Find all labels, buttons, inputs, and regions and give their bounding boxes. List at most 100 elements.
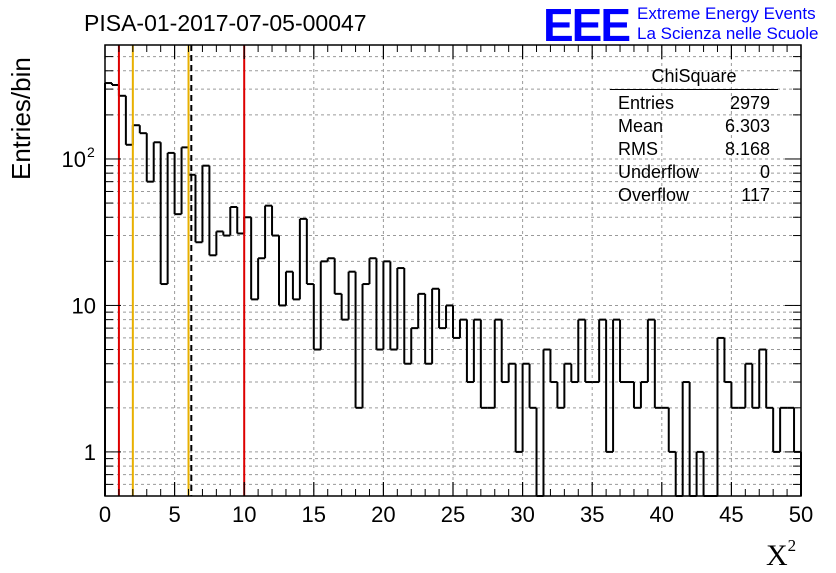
y-tick-label: 10	[62, 147, 86, 172]
histogram-bin	[271, 205, 279, 237]
histogram-bin	[173, 152, 182, 216]
histogram-bin	[521, 362, 530, 452]
histogram-bin	[514, 363, 523, 453]
histogram-bin	[612, 318, 621, 452]
eee-logo: EEE	[543, 0, 631, 51]
x-axis-label-superscript: 2	[787, 536, 797, 555]
x-tick-label: 15	[302, 502, 326, 527]
stats-value: 2979	[729, 93, 770, 113]
histogram-bin	[138, 125, 147, 135]
histogram-bin	[194, 174, 203, 244]
histogram-bin	[180, 146, 189, 215]
stats-row: Mean 6.303	[610, 115, 778, 138]
histogram-bin	[758, 348, 767, 408]
histogram-bin	[424, 293, 433, 365]
histogram-bin	[243, 216, 252, 234]
histogram-bin	[104, 82, 112, 496]
stats-label: Mean	[618, 116, 664, 136]
histogram-bin	[284, 270, 293, 306]
histogram-bin	[716, 336, 725, 496]
x-tick-label: 10	[232, 502, 256, 527]
histogram-bin	[278, 235, 286, 307]
histogram-bin	[298, 217, 307, 300]
histogram-bin	[632, 382, 641, 409]
histogram-bin	[577, 318, 586, 383]
stats-label: Entries	[618, 93, 675, 113]
stats-row: Underflow 0	[610, 161, 778, 184]
stats-title: ChiSquare	[610, 66, 778, 90]
y-tick-label-exponent: 2	[87, 144, 95, 160]
stats-label: Overflow	[618, 185, 690, 205]
histogram-bin	[445, 304, 453, 329]
histogram-bin	[236, 207, 245, 235]
histogram-bin	[751, 363, 760, 409]
histogram-bin	[688, 382, 697, 497]
histogram-bin	[354, 271, 363, 409]
y-tick-label: 10	[72, 293, 96, 318]
histogram-bin	[653, 319, 662, 409]
histogram-bin	[326, 257, 335, 262]
x-tick-label: 45	[719, 502, 743, 527]
histogram-bin	[375, 258, 384, 351]
histogram-bin	[452, 305, 460, 339]
histogram-bin	[396, 267, 405, 350]
histogram-bin	[793, 407, 801, 453]
stats-value: 117	[741, 185, 770, 205]
histogram-bin	[570, 363, 579, 384]
reference-lines	[117, 45, 246, 496]
stats-value: 0	[759, 162, 770, 182]
histogram-bin	[333, 258, 342, 295]
histogram-bin	[500, 319, 509, 384]
histogram-bin	[124, 95, 133, 146]
histogram-bin	[145, 133, 154, 183]
histogram-bin	[117, 84, 126, 97]
x-tick-label: 25	[441, 502, 465, 527]
histogram-bin	[556, 382, 565, 409]
histogram-bin	[528, 363, 537, 409]
histogram-bin	[431, 287, 440, 364]
stats-label: Underflow	[618, 162, 700, 182]
histogram-bin	[291, 271, 300, 301]
x-tick-label: 30	[510, 502, 534, 527]
histogram-bin	[417, 292, 426, 329]
histogram-bin	[305, 218, 314, 286]
histogram-bin	[389, 261, 398, 351]
grid-lines	[105, 44, 801, 497]
histogram-bin	[382, 260, 391, 350]
axis-ticks	[104, 44, 802, 497]
histogram-bin	[646, 318, 655, 383]
histogram-bin	[779, 406, 788, 452]
logo-subtitle-2: La Scienza nelle Scuole	[637, 24, 819, 43]
histogram-bin	[264, 204, 273, 259]
histogram-bin	[639, 381, 648, 408]
histogram-bin	[410, 327, 419, 364]
histogram-bin	[250, 217, 259, 301]
x-tick-label: 0	[99, 502, 111, 527]
histogram-bin	[403, 268, 412, 365]
histogram-bin	[605, 319, 614, 453]
histogram-bin	[765, 349, 774, 409]
x-tick-label: 35	[580, 502, 604, 527]
histogram-bin	[166, 151, 175, 285]
y-tick-label: 1	[84, 440, 96, 465]
x-tick-label: 5	[168, 502, 180, 527]
histogram-bin	[312, 284, 321, 351]
histogram-bin	[159, 142, 168, 286]
histogram-bin	[458, 318, 467, 338]
histogram-bin	[695, 450, 704, 496]
histogram-bin	[549, 349, 558, 384]
histogram-bin	[598, 318, 607, 383]
histogram-bin	[319, 260, 328, 350]
histogram-bin	[479, 319, 488, 409]
stats-value: 8.168	[724, 139, 770, 159]
stats-label: RMS	[618, 139, 658, 159]
histogram-bin	[110, 83, 119, 86]
histogram-bin	[619, 319, 627, 384]
histogram-bin	[772, 407, 781, 453]
x-tick-label: 20	[371, 502, 395, 527]
histogram-bars	[104, 82, 802, 497]
histogram-bin	[201, 164, 210, 243]
histogram-bin	[681, 381, 690, 496]
